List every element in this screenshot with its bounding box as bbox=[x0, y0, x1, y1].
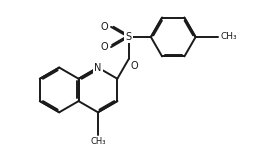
Text: O: O bbox=[101, 42, 108, 52]
Text: CH₃: CH₃ bbox=[90, 137, 106, 146]
Text: CH₃: CH₃ bbox=[220, 32, 237, 41]
Text: S: S bbox=[125, 32, 132, 42]
Text: O: O bbox=[101, 22, 108, 32]
Text: N: N bbox=[94, 62, 102, 73]
Text: O: O bbox=[130, 61, 138, 71]
